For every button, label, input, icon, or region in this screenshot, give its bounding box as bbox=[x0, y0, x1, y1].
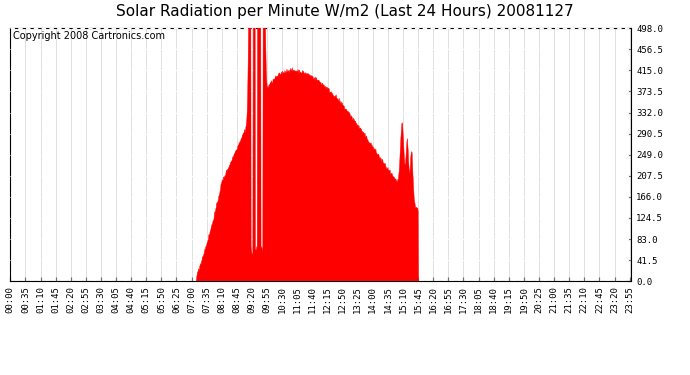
Text: Solar Radiation per Minute W/m2 (Last 24 Hours) 20081127: Solar Radiation per Minute W/m2 (Last 24… bbox=[116, 4, 574, 19]
Text: Copyright 2008 Cartronics.com: Copyright 2008 Cartronics.com bbox=[14, 31, 166, 40]
